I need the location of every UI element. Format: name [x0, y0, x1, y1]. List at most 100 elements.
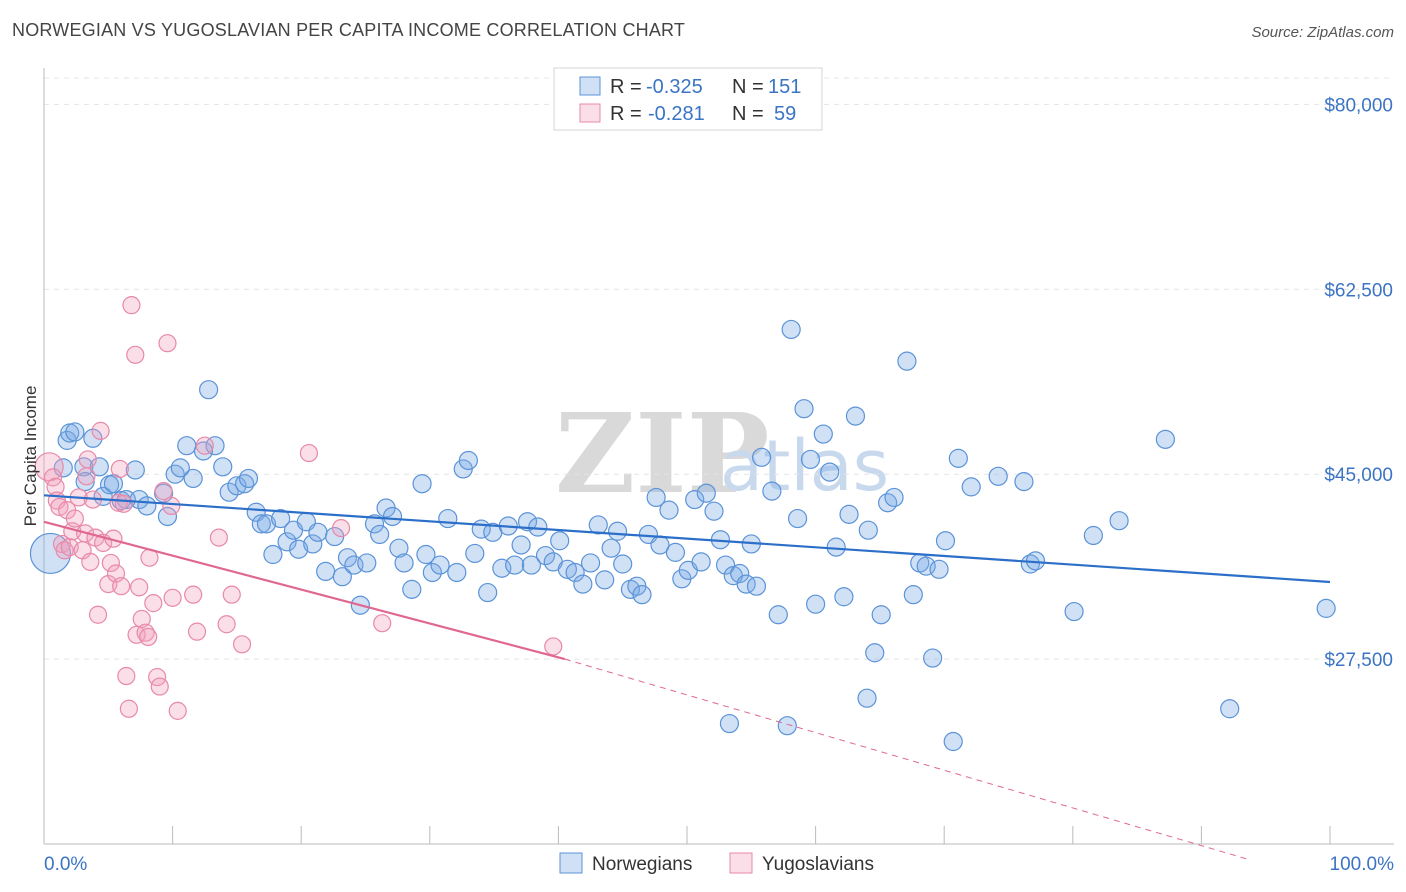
norwegian-point — [696, 483, 716, 503]
norwegian-point — [746, 576, 767, 596]
norwegian-point — [394, 553, 414, 573]
norwegian-point — [781, 319, 801, 340]
norwegian-point — [251, 514, 271, 534]
yugoslavian-point — [122, 296, 141, 315]
yugoslavian-point — [331, 518, 351, 538]
norwegian-point — [935, 531, 956, 551]
norwegian-point — [805, 594, 826, 614]
norwegian-point — [607, 521, 628, 541]
yugoslavian-point — [162, 496, 181, 516]
yugoslavian-point — [144, 594, 163, 613]
y-tick-label-0: $27,500 — [1324, 650, 1393, 671]
norwegian-point — [943, 731, 963, 752]
norwegian-point — [595, 570, 615, 590]
norwegian-point — [800, 449, 821, 470]
yugoslavian-point — [78, 450, 97, 469]
norwegian-point — [839, 504, 859, 524]
yugoslavian-point — [163, 588, 182, 607]
norwegian-point — [271, 508, 291, 529]
legend-n-label-2: N = — [732, 103, 764, 125]
yugoslavian-point — [119, 699, 138, 718]
norwegian-point — [303, 534, 323, 554]
norwegian-point — [704, 501, 724, 521]
norwegian-point — [857, 688, 877, 708]
norwegian-point — [961, 477, 981, 497]
norwegian-points — [29, 319, 1336, 752]
norwegian-point — [787, 508, 808, 529]
norwegian-point — [199, 380, 219, 400]
x-tick-label-min: 0.0% — [44, 854, 87, 875]
yugoslavian-point — [232, 635, 252, 654]
norwegian-point — [505, 555, 525, 575]
yugoslavian-trend-line — [43, 520, 566, 661]
legend-swatch-pink — [579, 103, 601, 123]
yugoslavian-point — [195, 436, 214, 455]
norwegian-point — [1083, 525, 1103, 546]
norwegian-point — [370, 524, 390, 545]
yugoslavian-point — [217, 615, 236, 634]
bottom-legend-swatch-blue — [559, 852, 583, 874]
norwegian-point — [929, 559, 949, 579]
norwegian-point — [557, 559, 578, 579]
legend-r-value-2: -0.281 — [648, 103, 705, 125]
norwegian-point — [1064, 601, 1084, 622]
norwegian-point — [588, 515, 608, 535]
norwegian-point — [75, 472, 95, 492]
legend-n-label-1: N = — [732, 76, 764, 98]
legend-n-value-2: 59 — [774, 103, 796, 125]
norwegian-point — [665, 542, 686, 562]
norwegian-point — [858, 520, 878, 540]
watermark-zip: ZIP — [555, 389, 769, 518]
legend-r-value-1: -0.325 — [646, 76, 703, 98]
yugoslavian-point — [114, 494, 133, 513]
norwegian-point — [65, 422, 85, 442]
legend-n-value-1: 151 — [768, 76, 801, 98]
chart-title: NORWEGIAN VS YUGOSLAVIAN PER CAPITA INCO… — [12, 20, 686, 40]
norwegian-point — [1316, 598, 1336, 618]
norwegian-point — [1155, 429, 1175, 449]
norwegian-point — [416, 544, 436, 565]
norwegian-point — [277, 532, 297, 552]
norwegian-point — [685, 489, 705, 510]
norwegian-point — [402, 579, 422, 599]
norwegian-point — [613, 554, 633, 574]
norwegian-point — [308, 522, 328, 542]
yugoslavian-point — [88, 605, 108, 624]
norwegian-point — [170, 458, 190, 478]
norwegian-point — [988, 466, 1008, 486]
norwegian-point — [948, 448, 968, 468]
norwegian-point — [573, 574, 593, 594]
yugoslavian-trend-extension — [564, 658, 1251, 861]
y-tick-label-1: $45,000 — [1324, 465, 1393, 486]
norwegian-point — [845, 406, 866, 426]
norwegian-point — [517, 512, 538, 532]
yugoslavian-point — [112, 577, 131, 596]
norwegian-point — [865, 643, 885, 663]
norwegian-point — [129, 489, 149, 510]
yugoslavian-point — [158, 334, 177, 353]
y-tick-label-3: $80,000 — [1324, 95, 1393, 116]
yugoslavian-point — [65, 509, 84, 528]
norwegian-point — [263, 544, 283, 565]
norwegian-point — [521, 555, 541, 575]
source-label: Source: ZipAtlas.com — [1251, 24, 1394, 41]
yugoslavian-point — [130, 578, 149, 597]
norwegian-point — [364, 514, 385, 534]
yugoslavian-point — [168, 701, 187, 720]
norwegian-point — [227, 476, 247, 496]
yugoslavian-point — [222, 585, 241, 604]
yugoslavian-point — [154, 482, 173, 501]
norwegian-point — [820, 462, 840, 482]
yugoslavian-point — [139, 627, 158, 647]
norwegian-point — [794, 399, 814, 419]
norwegian-point — [125, 460, 145, 480]
y-axis-label: Per Capita Income — [21, 386, 40, 527]
norwegian-point — [183, 468, 203, 489]
bottom-legend-yugoslavians: Yugoslavians — [762, 854, 874, 875]
norwegian-point — [430, 555, 450, 575]
x-tick-label-max: 100.0% — [1330, 854, 1395, 875]
bottom-legend-norwegians: Norwegians — [592, 854, 692, 875]
norwegian-point — [762, 481, 782, 501]
norwegian-point — [165, 464, 185, 484]
